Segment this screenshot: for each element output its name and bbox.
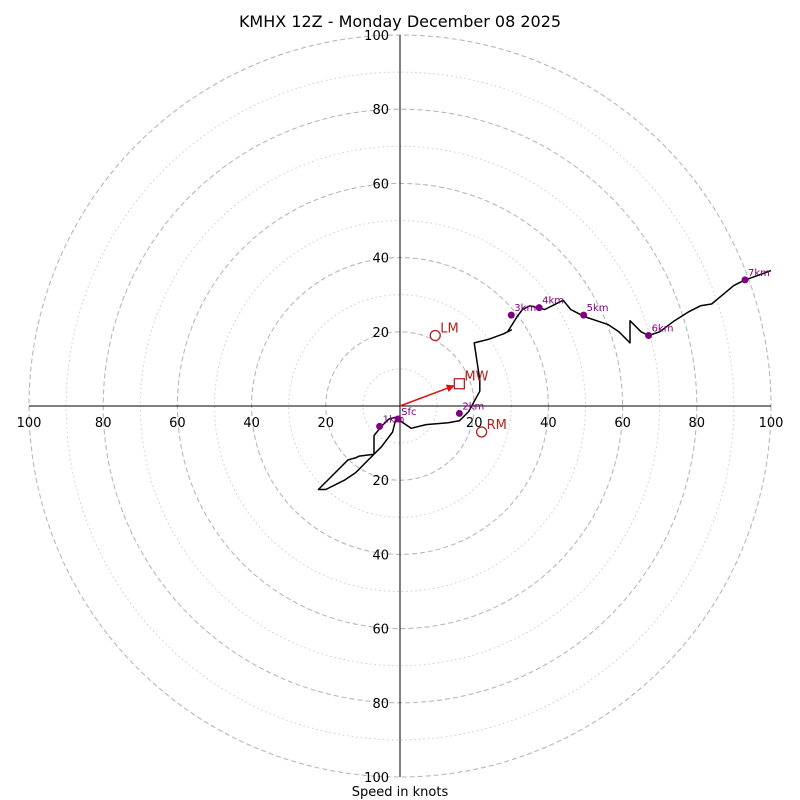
x-tick-label: 100 <box>17 416 42 431</box>
mean-wind-arrow <box>399 384 455 407</box>
x-tick-label: 100 <box>759 416 784 431</box>
y-tick-label: 100 <box>364 29 389 44</box>
height-marker-label: Sfc <box>401 407 416 418</box>
x-tick-label: 80 <box>95 416 112 431</box>
mw-marker-label: MW <box>464 370 488 385</box>
y-tick-label: 60 <box>372 623 389 638</box>
wind-trace <box>317 269 772 491</box>
x-tick-label: 80 <box>689 416 706 431</box>
storm-motion-markers: LM MW RM <box>429 322 507 438</box>
mean-wind-arrow-group <box>399 384 455 407</box>
x-tick-label: 60 <box>614 416 631 431</box>
height-marker-6km <box>645 332 653 340</box>
tick-labels: 100 80 60 40 20 20 40 60 80 100 100 80 60 40 20 20 40 60 8… <box>17 29 784 786</box>
height-marker-4km <box>535 304 543 312</box>
y-tick-label: 40 <box>372 252 389 267</box>
y-tick-label: 40 <box>372 548 389 563</box>
height-marker-label: 7km <box>748 268 770 279</box>
x-tick-label: 40 <box>540 416 557 431</box>
height-marker-label: 1km <box>383 414 405 425</box>
chart-title: KMHX 12Z - Monday December 08 2025 <box>239 12 561 31</box>
x-tick-label: 20 <box>318 416 335 431</box>
height-marker-Sfc <box>394 415 402 423</box>
rm-marker <box>475 426 488 438</box>
x-tick-label: 60 <box>169 416 186 431</box>
y-tick-label: 20 <box>372 474 389 489</box>
y-tick-label: 80 <box>372 103 389 118</box>
mw-marker <box>453 378 466 390</box>
y-tick-label: 100 <box>364 771 389 786</box>
rm-marker-label: RM <box>487 418 507 433</box>
height-marker-label: 5km <box>587 303 609 314</box>
height-marker-label: 4km <box>542 296 564 307</box>
height-marker-5km <box>580 311 588 319</box>
y-tick-label: 20 <box>372 326 389 341</box>
height-marker-3km <box>507 311 515 319</box>
lm-marker <box>429 329 441 342</box>
height-marker-label: 2km <box>462 401 484 412</box>
height-marker-label: 6km <box>652 324 674 335</box>
height-marker-2km <box>455 409 463 417</box>
x-tick-label: 20 <box>466 416 483 431</box>
hodograph-trace-line <box>317 269 772 491</box>
x-tick-label: 40 <box>243 416 260 431</box>
height-marker-1km <box>376 422 384 430</box>
height-marker-label: 3km <box>514 303 536 314</box>
lm-marker-label: LM <box>440 322 458 337</box>
y-tick-label: 80 <box>372 697 389 712</box>
y-tick-label: 60 <box>372 177 389 192</box>
x-axis-label: Speed in knots <box>352 785 449 800</box>
height-marker-7km <box>741 276 749 284</box>
